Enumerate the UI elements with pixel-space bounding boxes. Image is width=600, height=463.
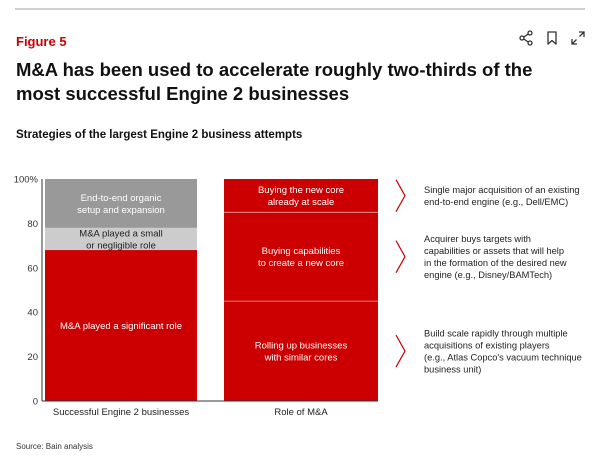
y-tick-label: 60 bbox=[27, 263, 38, 274]
segment-label: Buying the new core already at scale bbox=[258, 185, 344, 208]
category-label: Role of M&A bbox=[274, 407, 328, 418]
chevron-icon bbox=[395, 240, 406, 273]
expand-icon[interactable] bbox=[570, 30, 586, 46]
toolbar-icons bbox=[518, 30, 586, 46]
source-note: Source: Bain analysis bbox=[16, 442, 93, 451]
segment-label: End-to-end organic setup and expansion bbox=[77, 193, 165, 216]
y-tick-label: 80 bbox=[27, 219, 38, 230]
annotation-text: Single major acquisition of an existing e… bbox=[424, 185, 580, 207]
segment-label: M&A played a significant role bbox=[60, 321, 182, 332]
bookmark-icon[interactable] bbox=[544, 30, 560, 46]
bar-segment bbox=[45, 179, 197, 228]
bar-segment bbox=[45, 250, 197, 401]
segment-label: Rolling up businesses with similar cores bbox=[255, 341, 348, 364]
chart-title: Strategies of the largest Engine 2 busin… bbox=[16, 129, 303, 141]
chevron-icon bbox=[395, 179, 406, 212]
bar-segment bbox=[45, 227, 197, 251]
bar-segment bbox=[224, 212, 378, 302]
bar-segment bbox=[224, 179, 378, 213]
chevron-icon bbox=[395, 334, 406, 368]
share-icon[interactable] bbox=[518, 30, 534, 46]
bar-segment bbox=[224, 301, 378, 401]
top-rule bbox=[15, 8, 585, 10]
category-label: Successful Engine 2 businesses bbox=[53, 407, 189, 418]
y-tick-label: 100% bbox=[14, 175, 39, 186]
annotation-text: Build scale rapidly through multiple acqu… bbox=[424, 329, 582, 375]
segment-label: M&A played a small or negligible role bbox=[79, 228, 162, 251]
segment-label: Buying capabilities to create a new core bbox=[258, 246, 344, 269]
headline: M&A has been used to accelerate roughly … bbox=[16, 59, 533, 104]
annotation-text: Acquirer buys targets with capabilities o… bbox=[424, 234, 567, 280]
figure-label: Figure 5 bbox=[16, 34, 67, 49]
y-tick-label: 0 bbox=[33, 397, 38, 408]
y-tick-label: 40 bbox=[27, 308, 38, 319]
y-tick-label: 20 bbox=[27, 352, 38, 363]
